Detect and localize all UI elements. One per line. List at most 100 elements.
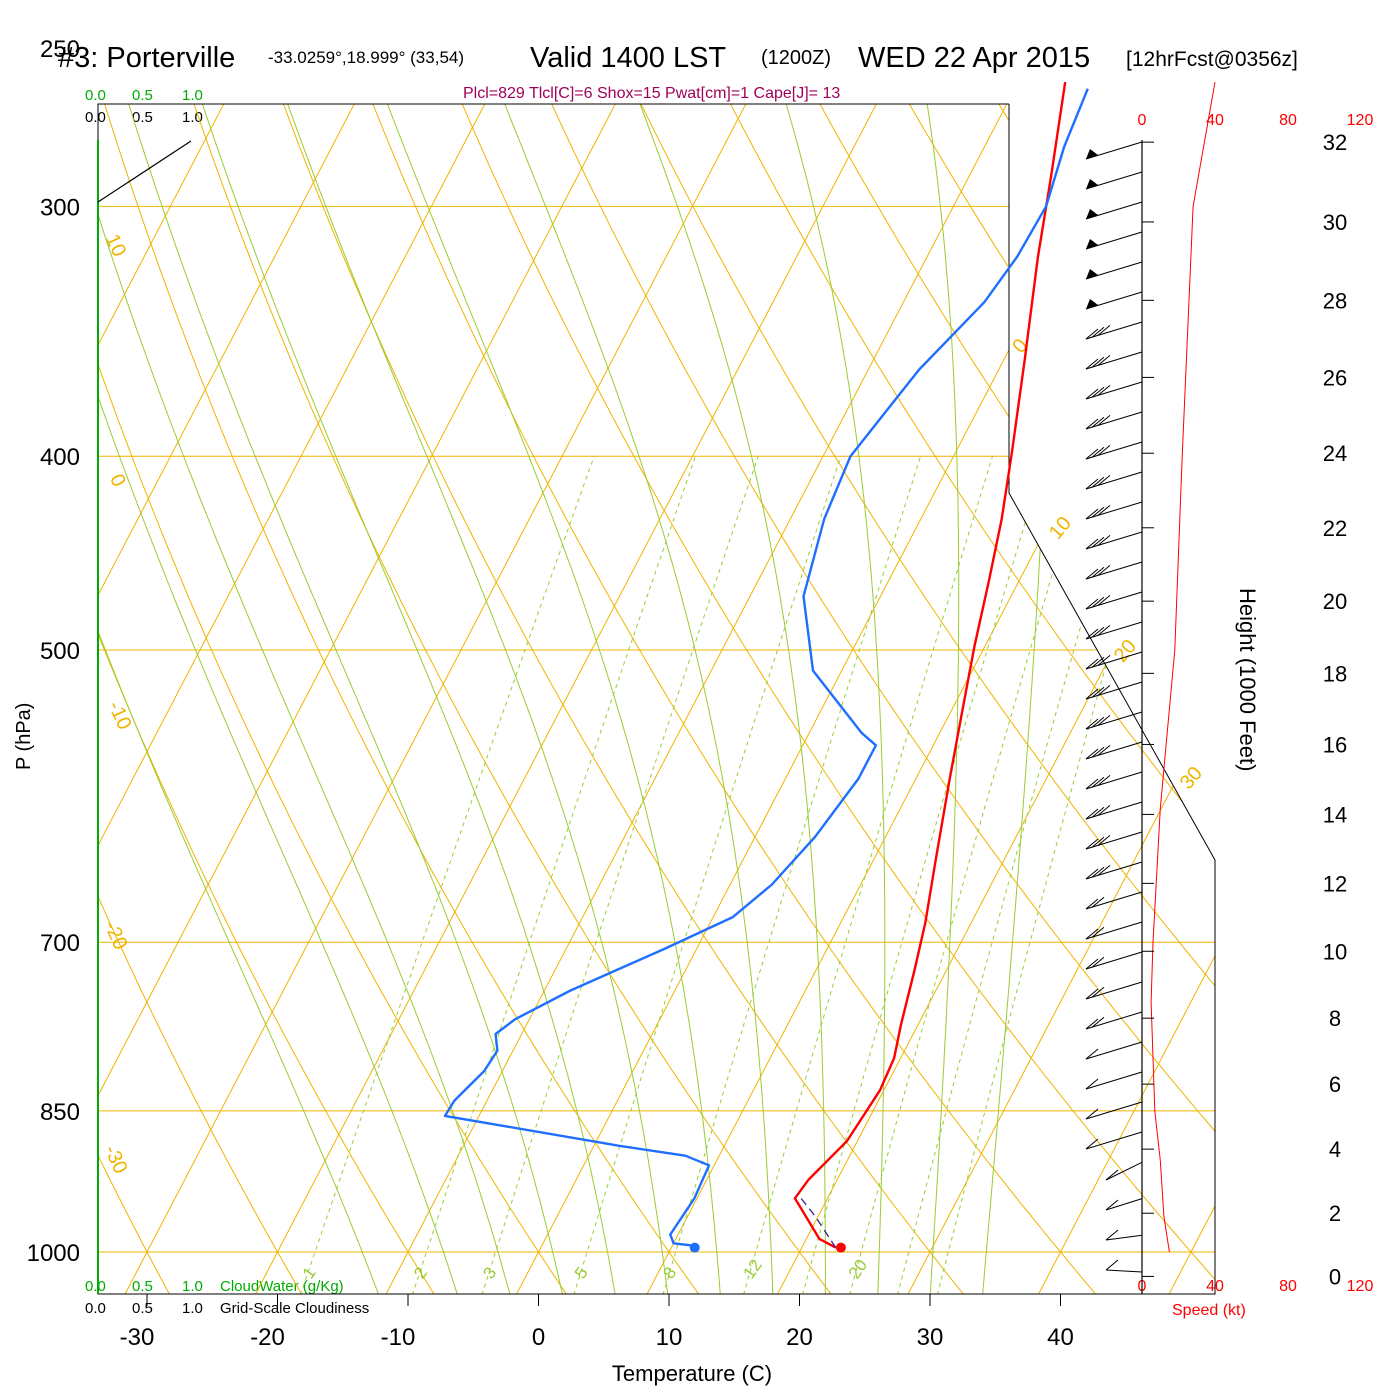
dry-adiabat-line bbox=[98, 104, 440, 1294]
dry-adiabat-line bbox=[510, 104, 1215, 1294]
wind-barb bbox=[1085, 1071, 1143, 1090]
series-temperature bbox=[793, 81, 1067, 1249]
speed-bottom-tick-1: 40 bbox=[1206, 1278, 1224, 1295]
height-tick-0: 0 bbox=[1329, 1264, 1341, 1289]
pressure-tick-700: 700 bbox=[40, 930, 80, 957]
height-tick-14: 14 bbox=[1323, 802, 1347, 827]
wind-barb bbox=[1085, 1041, 1143, 1060]
height-tick-26: 26 bbox=[1323, 365, 1347, 390]
surface-temperature-dot bbox=[835, 1242, 846, 1253]
wind-barb bbox=[1085, 141, 1143, 160]
temperature-tick--10: -10 bbox=[381, 1324, 416, 1351]
height-tick-10: 10 bbox=[1323, 939, 1347, 964]
dry-adiabat-label: 0 bbox=[105, 471, 130, 490]
station-title: #3: Porterville bbox=[58, 42, 235, 74]
cloudiness-label: Grid-Scale Cloudiness bbox=[220, 1300, 369, 1317]
temperature-axis-label: Temperature (C) bbox=[612, 1361, 772, 1386]
wind-barb bbox=[1105, 1161, 1143, 1181]
mixing-ratio-line bbox=[479, 456, 759, 1294]
dry-adiabat-label: 30 bbox=[1176, 763, 1207, 794]
mixing-ratio-label: 8 bbox=[659, 1264, 680, 1283]
height-tick-28: 28 bbox=[1323, 288, 1347, 313]
temperature-tick-40: 40 bbox=[1047, 1324, 1074, 1351]
utc-time: (1200Z) bbox=[761, 47, 831, 69]
dry-adiabat-line bbox=[1292, 13, 1400, 1303]
isotherm-line bbox=[250, 104, 925, 1294]
mixing-ratio-line bbox=[895, 456, 1131, 1294]
wind-barb bbox=[1085, 351, 1143, 370]
isobar-lines bbox=[98, 205, 1215, 1253]
cloudwater-label: CloudWater (g/Kg) bbox=[220, 1278, 344, 1295]
temperature-tick-20: 20 bbox=[786, 1324, 813, 1351]
wind-speed-line bbox=[1150, 82, 1216, 1253]
wind-barb bbox=[1085, 621, 1143, 640]
height-tick-2: 2 bbox=[1329, 1201, 1341, 1226]
mixing-ratio-line bbox=[297, 456, 595, 1294]
station-coords: -33.0259°,18.999° (33,54) bbox=[268, 48, 464, 67]
wind-barb bbox=[1105, 1259, 1143, 1273]
isotherm-line bbox=[0, 13, 10, 1303]
wind-barb bbox=[1085, 801, 1143, 820]
cloudiness-top-tick-0: 0.0 bbox=[85, 109, 106, 126]
pressure-tick-1000: 1000 bbox=[27, 1240, 80, 1267]
moist-adiabat-line bbox=[604, 104, 826, 1294]
dry-adiabat-line bbox=[337, 104, 1104, 1294]
pressure-axis: 250 300 400 500 700 850 1000 bbox=[27, 36, 80, 1267]
wind-barb bbox=[1085, 1131, 1143, 1150]
dry-adiabat-line bbox=[98, 104, 175, 1294]
dry-adiabat-label: 0 bbox=[1008, 335, 1032, 358]
forecast-info: [12hrFcst@0356z] bbox=[1126, 48, 1298, 71]
cloudwater-bottom-tick-0: 0.0 bbox=[85, 1278, 106, 1295]
dry-adiabat-line bbox=[250, 104, 971, 1294]
wind-barb bbox=[1085, 891, 1143, 910]
dry-adiabat-label: 20 bbox=[1110, 636, 1141, 667]
dry-adiabat-label: 10 bbox=[101, 231, 130, 260]
wind-barb bbox=[1085, 561, 1143, 580]
wind-barb bbox=[1105, 1198, 1143, 1211]
mixing-ratio-lines bbox=[297, 456, 1166, 1294]
height-tick-22: 22 bbox=[1323, 516, 1347, 541]
isotherm-line bbox=[903, 104, 1215, 1294]
wind-barb bbox=[1085, 411, 1143, 430]
wind-barb bbox=[1085, 471, 1143, 490]
cloudiness-top-tick-2: 1.0 bbox=[182, 109, 203, 126]
wind-barb bbox=[1085, 681, 1143, 700]
temperature-tick-0: 0 bbox=[532, 1324, 545, 1351]
sounding-series bbox=[443, 81, 1089, 1253]
moist-adiabat-line bbox=[100, 104, 565, 1294]
wind-barb bbox=[1085, 291, 1143, 310]
moist-adiabat-line bbox=[255, 104, 670, 1294]
cloudwater-top-tick-1: 0.5 bbox=[132, 87, 153, 104]
parcel-params: Plcl=829 Tlcl[C]=6 Shox=15 Pwat[cm]=1 Ca… bbox=[463, 85, 840, 102]
dry-adiabat-line bbox=[1204, 104, 1215, 1294]
pressure-tick-850: 850 bbox=[40, 1099, 80, 1126]
temperature-tick-10: 10 bbox=[656, 1324, 683, 1351]
wind-barb bbox=[1085, 591, 1143, 610]
wind-barb bbox=[1085, 321, 1143, 340]
dry-adiabat-line bbox=[1379, 13, 1400, 1303]
height-tick-4: 4 bbox=[1329, 1137, 1341, 1162]
valid-time: Valid 1400 LST bbox=[530, 42, 726, 74]
plot-frame bbox=[97, 103, 1216, 1295]
temperature-tick--20: -20 bbox=[250, 1324, 285, 1351]
mixing-ratio-line bbox=[934, 456, 1166, 1294]
wind-barb bbox=[1085, 951, 1143, 970]
surface-dewpoint-dot bbox=[689, 1242, 700, 1253]
series-dewpoint bbox=[443, 88, 1089, 1248]
wind-barb bbox=[1105, 1229, 1143, 1241]
moist-adiabat-line bbox=[98, 104, 383, 1294]
moist-adiabat-line bbox=[910, 104, 960, 1294]
height-tick-8: 8 bbox=[1329, 1006, 1341, 1031]
dry-adiabat-line bbox=[597, 104, 1215, 1294]
moist-adiabat-line bbox=[757, 104, 886, 1294]
wind-speed-profile bbox=[1150, 82, 1216, 1253]
height-tick-20: 20 bbox=[1323, 589, 1347, 614]
cloudiness-bottom-tick-2: 1.0 bbox=[182, 1300, 203, 1317]
mixing-ratio-label: 5 bbox=[571, 1264, 592, 1283]
speed-top-tick-2: 80 bbox=[1279, 112, 1297, 129]
speed-top-tick-0: 0 bbox=[1138, 112, 1147, 129]
dry-adiabat-line bbox=[98, 104, 573, 1294]
